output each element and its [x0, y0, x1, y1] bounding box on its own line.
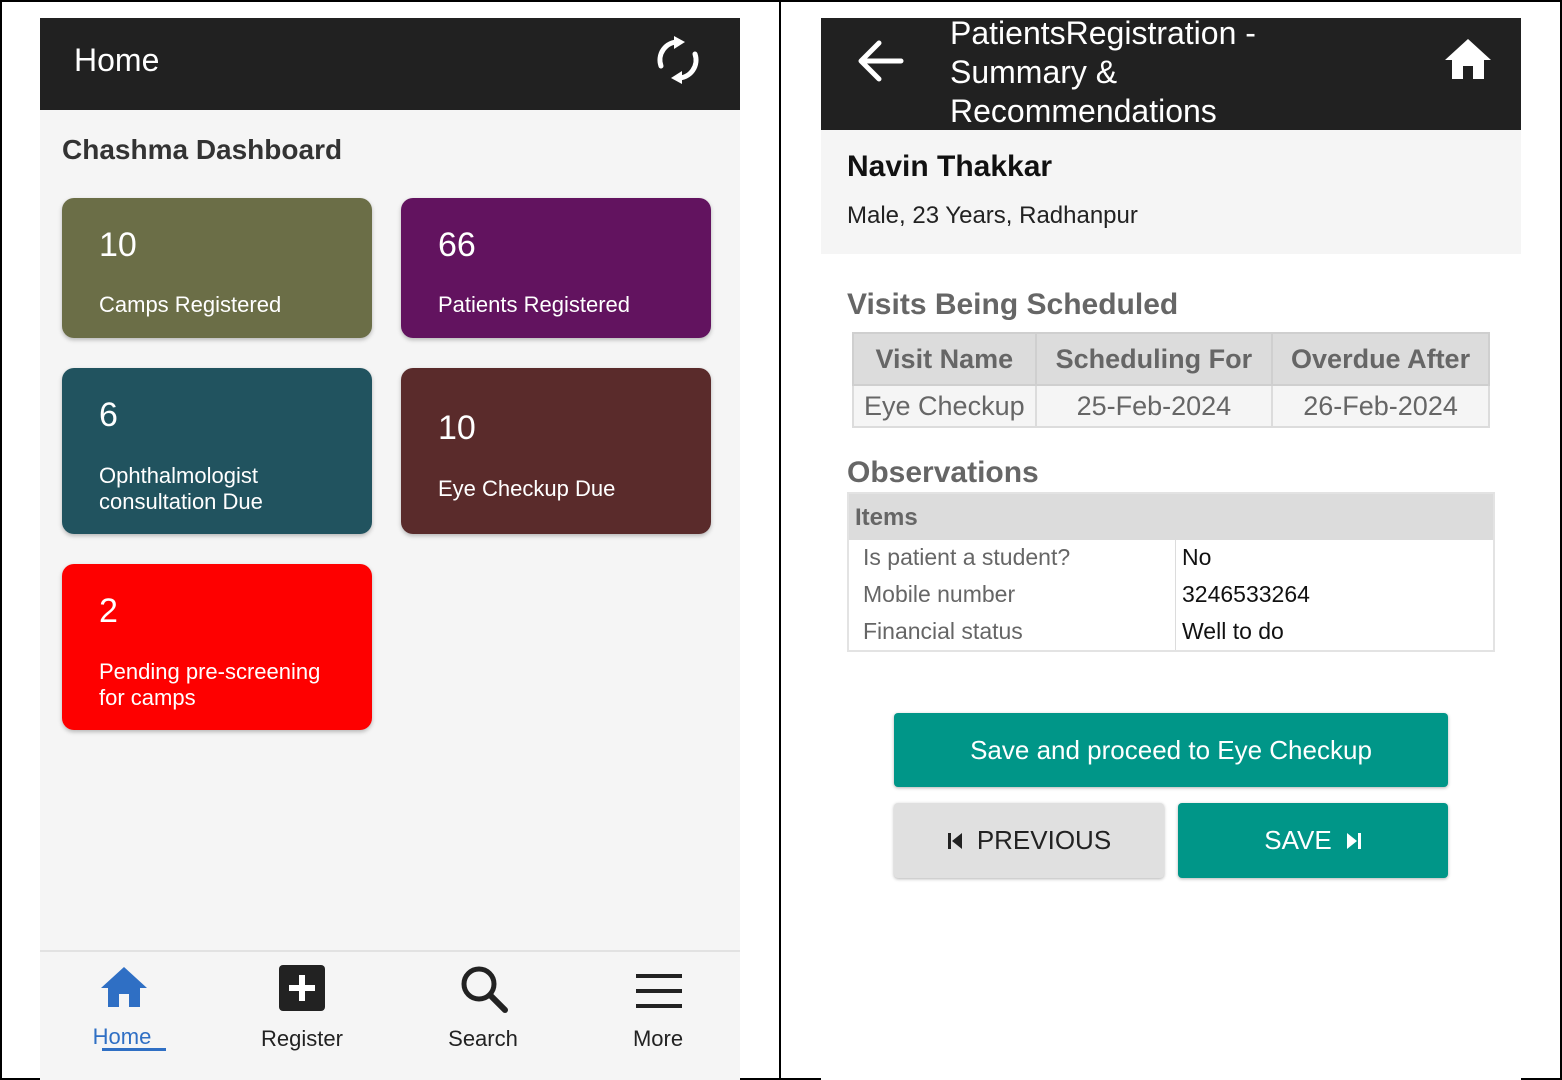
nav-label: Home	[92, 1024, 152, 1049]
tile-count: 10	[438, 409, 476, 447]
home-icon	[101, 967, 147, 1007]
home-screen: Home Chashma Dashboard 10 Camps Register…	[40, 18, 740, 1080]
summary-screen: PatientsRegistration - Summary & Recomme…	[821, 15, 1521, 1080]
observation-value: Well to do	[1182, 618, 1284, 644]
app-bar: PatientsRegistration - Summary & Recomme…	[821, 15, 1521, 130]
nav-home[interactable]: Home	[52, 952, 192, 1080]
nav-more[interactable]: More	[588, 952, 728, 1080]
previous-button[interactable]: PREVIOUS	[894, 803, 1164, 878]
sync-icon[interactable]	[652, 34, 704, 86]
observation-value: No	[1182, 544, 1212, 570]
observations-header: Items	[849, 494, 1493, 540]
skip-next-icon	[1346, 832, 1361, 849]
table-row: Is patient a student? No	[849, 540, 1493, 576]
nav-label: More	[632, 1026, 684, 1051]
tile-label: Ophthalmologist consultation Due	[99, 463, 263, 514]
tile-label: Patients Registered	[438, 292, 630, 317]
button-label: SAVE	[1264, 825, 1332, 855]
tile-count: 2	[99, 592, 118, 630]
observations-table: Items Is patient a student? No Mobile nu…	[847, 492, 1495, 652]
tile-label: Pending pre-screening for camps	[99, 659, 321, 710]
tile-count: 10	[99, 226, 137, 264]
overdue-after-cell: 26-Feb-2024	[1271, 384, 1490, 428]
arrow-back-icon[interactable]	[855, 36, 905, 86]
nav-register[interactable]: Register	[232, 952, 372, 1080]
add-box-icon	[279, 965, 325, 1011]
button-label: PREVIOUS	[976, 825, 1112, 855]
dashboard-title: Chashma Dashboard	[62, 134, 343, 165]
bottom-navigation: Home Register Search More	[40, 950, 740, 1080]
observation-key: Financial status	[863, 618, 1023, 644]
observation-key: Is patient a student?	[863, 544, 1071, 570]
app-bar-title: Home	[74, 42, 160, 78]
patient-card: Navin Thakkar Male, 23 Years, Radhanpur	[821, 130, 1521, 254]
tile-eye-checkup-due[interactable]: 10 Eye Checkup Due	[401, 368, 711, 534]
button-label: Save and proceed to Eye Checkup	[970, 734, 1372, 765]
observation-key: Mobile number	[863, 581, 1016, 607]
skip-previous-icon	[947, 832, 962, 849]
save-button[interactable]: SAVE	[1178, 803, 1448, 878]
tile-patients-registered[interactable]: 66 Patients Registered	[401, 198, 711, 338]
visit-name-cell: Eye Checkup	[852, 384, 1037, 428]
app-bar: Home	[40, 18, 740, 110]
tile-camps-registered[interactable]: 10 Camps Registered	[62, 198, 372, 338]
tile-count: 66	[438, 226, 476, 264]
patient-name: Navin Thakkar	[847, 150, 1053, 183]
app-bar-title: PatientsRegistration - Summary & Recomme…	[950, 15, 1256, 129]
tile-label: Camps Registered	[99, 292, 282, 317]
observations-section-title: Observations	[847, 456, 1039, 489]
table-header-row: Visit Name Scheduling For Overdue After	[852, 332, 1490, 386]
table-row: Eye Checkup 25-Feb-2024 26-Feb-2024	[852, 384, 1490, 428]
patient-details: Male, 23 Years, Radhanpur	[847, 202, 1138, 229]
save-and-proceed-button[interactable]: Save and proceed to Eye Checkup	[894, 713, 1448, 787]
visits-section-title: Visits Being Scheduled	[847, 288, 1179, 321]
tile-ophthalmologist-due[interactable]: 6 Ophthalmologist consultation Due	[62, 368, 372, 534]
menu-icon	[636, 974, 682, 1008]
observation-value: 3246533264	[1182, 581, 1310, 607]
active-indicator	[102, 1048, 166, 1051]
tile-pending-prescreening[interactable]: 2 Pending pre-screening for camps	[62, 564, 372, 730]
visits-table: Visit Name Scheduling For Overdue After …	[852, 332, 1490, 428]
column-divider	[1175, 540, 1176, 650]
scheduling-for-cell: 25-Feb-2024	[1034, 384, 1274, 428]
search-icon	[461, 966, 508, 1013]
home-icon[interactable]	[1443, 36, 1493, 82]
column-header: Visit Name	[852, 332, 1037, 386]
column-header: Scheduling For	[1034, 332, 1274, 386]
items-header: Items	[855, 504, 918, 531]
nav-search[interactable]: Search	[413, 952, 553, 1080]
table-row: Financial status Well to do	[849, 614, 1493, 650]
panel-divider	[779, 0, 781, 1080]
column-header: Overdue After	[1271, 332, 1490, 386]
tile-label: Eye Checkup Due	[438, 476, 616, 501]
table-row: Mobile number 3246533264	[849, 577, 1493, 613]
nav-label: Search	[448, 1026, 518, 1051]
nav-label: Register	[261, 1026, 343, 1051]
tile-count: 6	[99, 396, 118, 434]
